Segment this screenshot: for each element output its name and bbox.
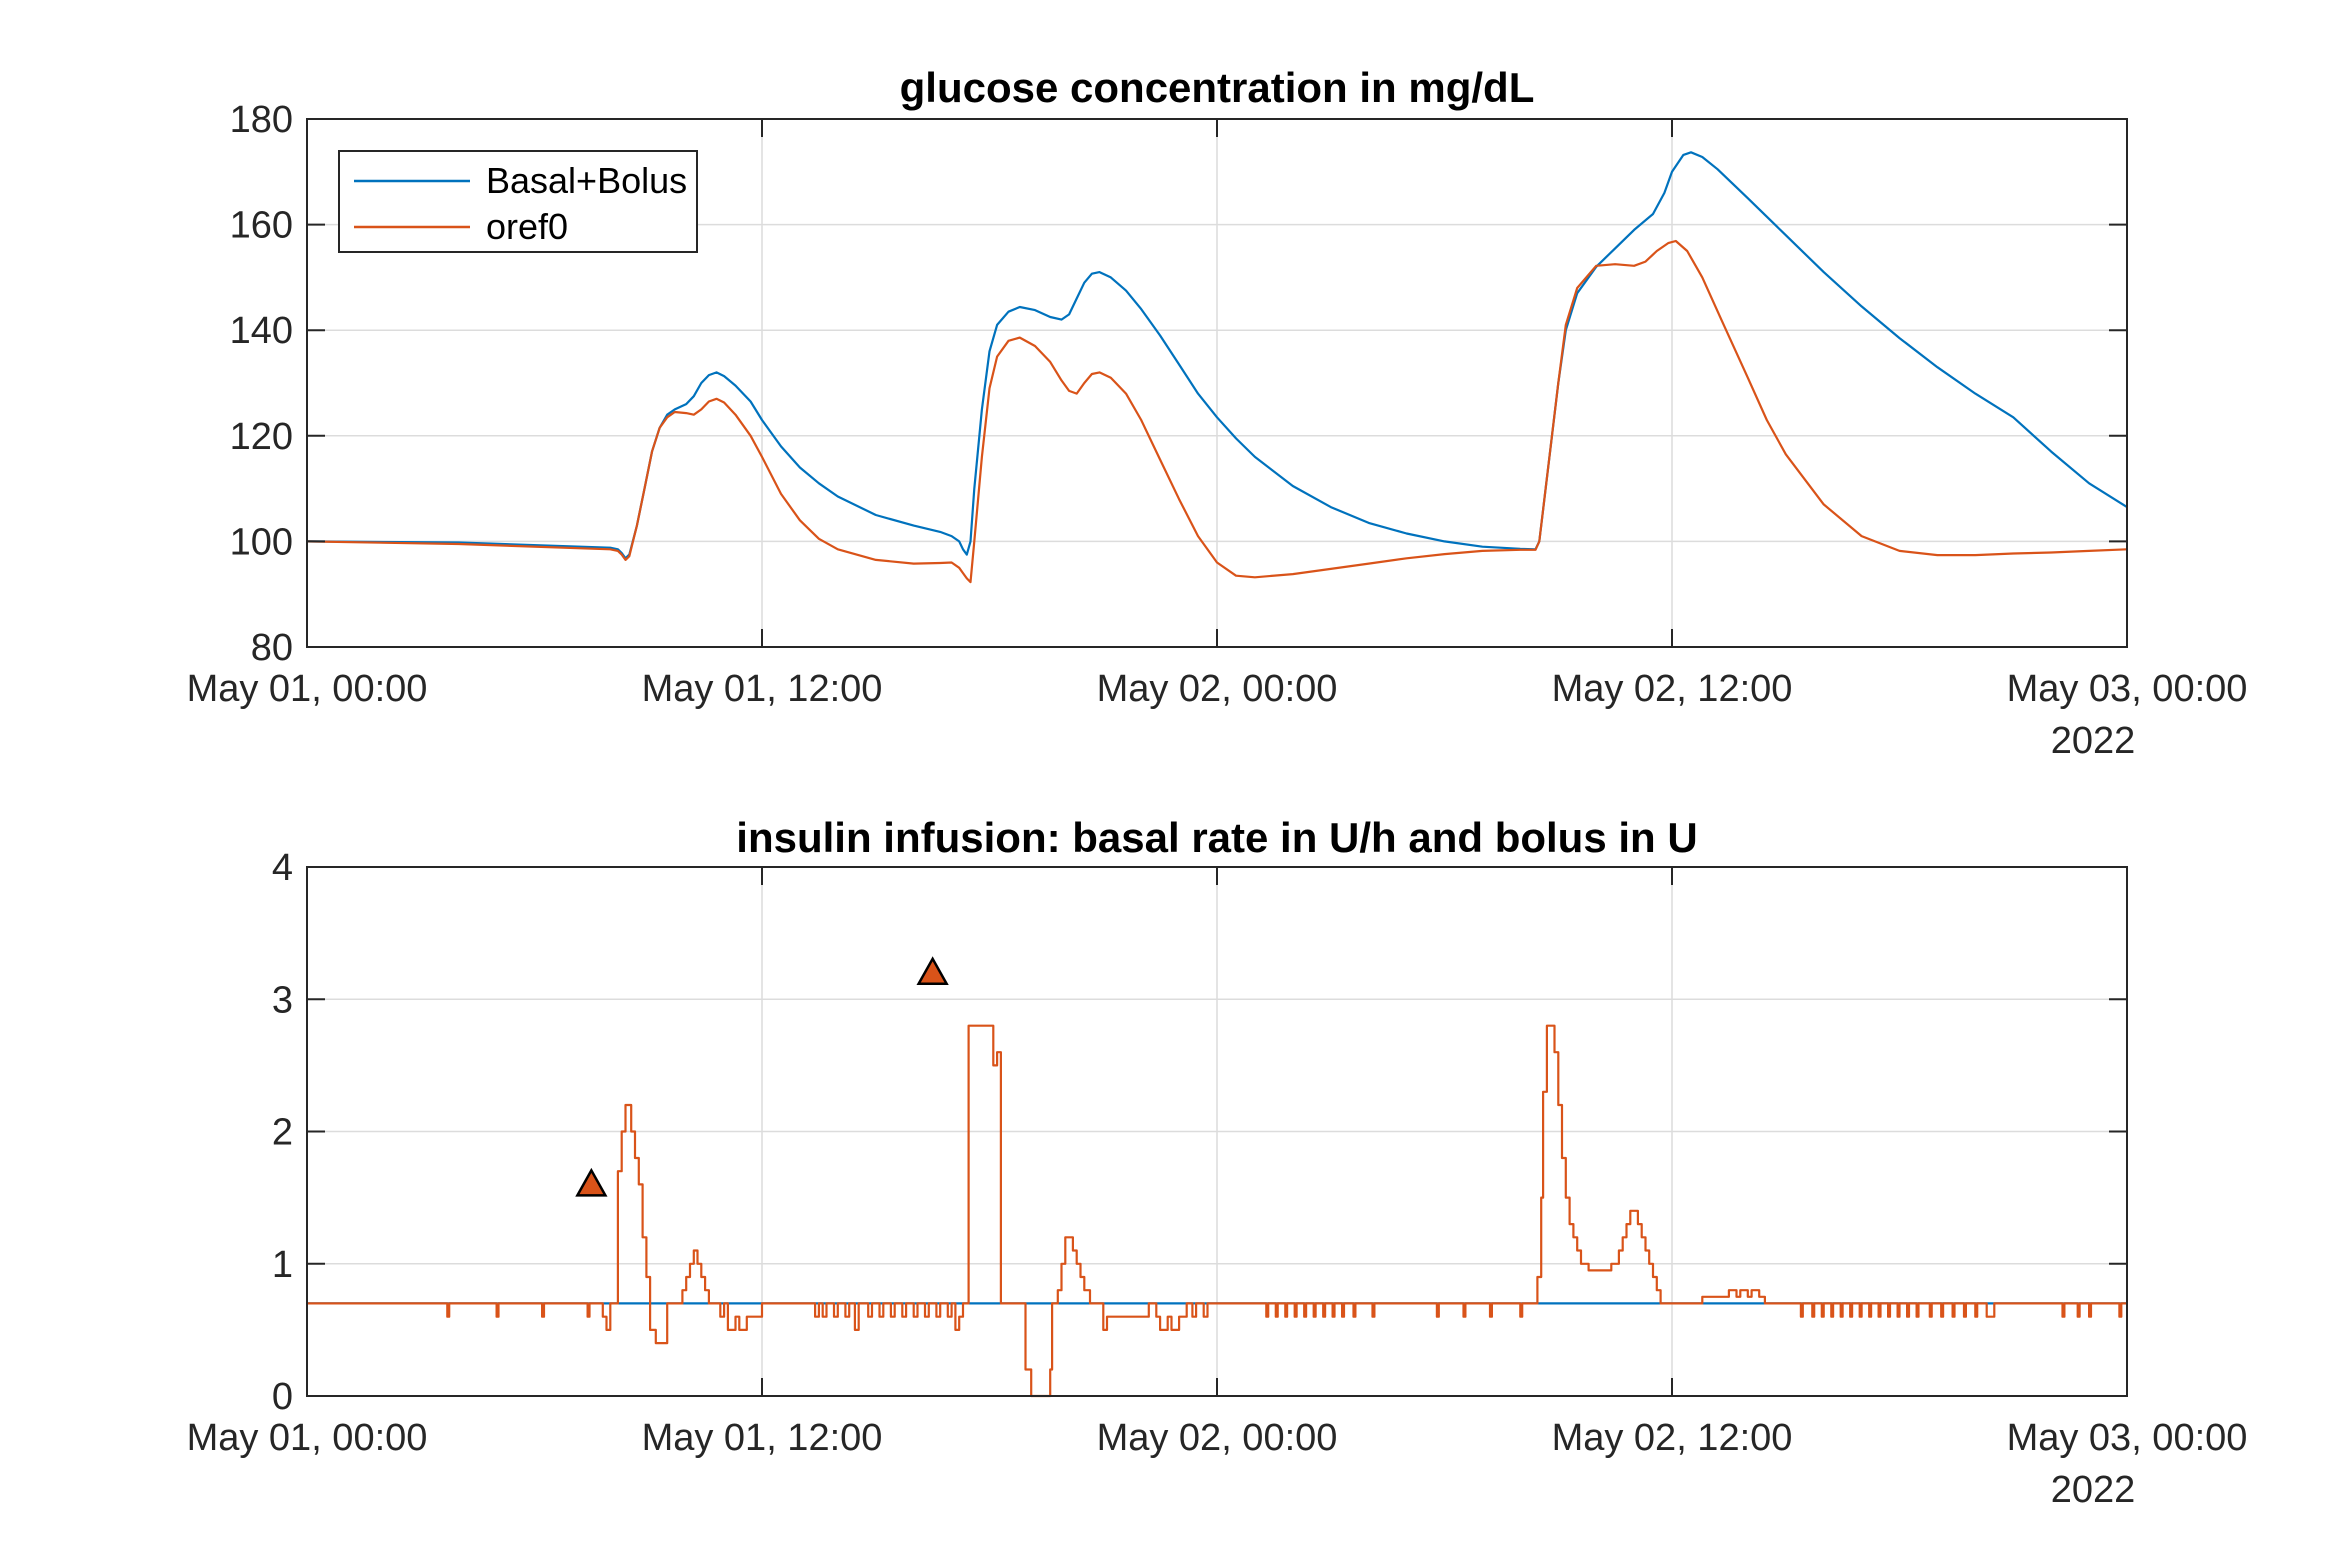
insulin-ticks: 0 1 2 3 4 May 01, 00:00 May 01, 12:00 May 02, 0… (187, 847, 2248, 1459)
insulin-ytick-label: 4 (272, 847, 293, 889)
insulin-ytick-label: 0 (272, 1376, 293, 1418)
bolus-marker (575, 1167, 608, 1197)
glucose-ticks: 80 100 120 140 160 180 May 01, 00:00 May 01, 12… (187, 99, 2248, 710)
glucose-ytick-label: 100 (230, 521, 293, 563)
glucose-ytick-label: 120 (230, 416, 293, 458)
insulin-series (307, 956, 2127, 1398)
insulin-xtick-label: May 02, 00:00 (1097, 1417, 1338, 1459)
glucose-xtick-label: May 02, 12:00 (1552, 668, 1793, 710)
insulin-chart-title: insulin infusion: basal rate in U/h and … (736, 814, 1697, 861)
legend-label-oref0: oref0 (486, 206, 568, 247)
legend-box (338, 150, 698, 253)
insulin-series-line-oref0 (307, 1024, 2127, 1398)
insulin-ytick-label: 2 (272, 1112, 293, 1154)
glucose-year-label: 2022 (2051, 720, 2136, 762)
glucose-xtick-label: May 03, 00:00 (2007, 668, 2248, 710)
glucose-chart: glucose concentration in mg/dL 80 100 120 1… (187, 64, 2248, 762)
glucose-series-line-basal-bolus (306, 151, 2128, 560)
glucose-ytick-label: 160 (230, 205, 293, 247)
insulin-grid (307, 867, 2127, 1396)
glucose-ytick-label: 80 (251, 627, 293, 669)
glucose-legend: Basal+Bolus oref0 (338, 150, 698, 253)
glucose-xtick-label: May 01, 00:00 (187, 668, 428, 710)
insulin-xtick-label: May 01, 00:00 (187, 1417, 428, 1459)
insulin-ytick-label: 3 (272, 979, 293, 1021)
insulin-chart: insulin infusion: basal rate in U/h and … (187, 814, 2248, 1511)
insulin-year-label: 2022 (2051, 1469, 2136, 1511)
bolus-marker (916, 956, 949, 986)
glucose-ytick-label: 180 (230, 99, 293, 141)
glucose-chart-title: glucose concentration in mg/dL (900, 64, 1535, 111)
glucose-ytick-label: 140 (230, 310, 293, 352)
insulin-xtick-label: May 01, 12:00 (642, 1417, 883, 1459)
glucose-xtick-label: May 02, 00:00 (1097, 668, 1338, 710)
glucose-xtick-label: May 01, 12:00 (642, 668, 883, 710)
insulin-xtick-label: May 02, 12:00 (1552, 1417, 1793, 1459)
glucose-series-line-oref0 (306, 239, 2128, 584)
insulin-xtick-label: May 03, 00:00 (2007, 1417, 2248, 1459)
glucose-series (306, 151, 2128, 584)
legend-label-basal-bolus: Basal+Bolus (486, 160, 687, 201)
insulin-ytick-label: 1 (272, 1244, 293, 1286)
